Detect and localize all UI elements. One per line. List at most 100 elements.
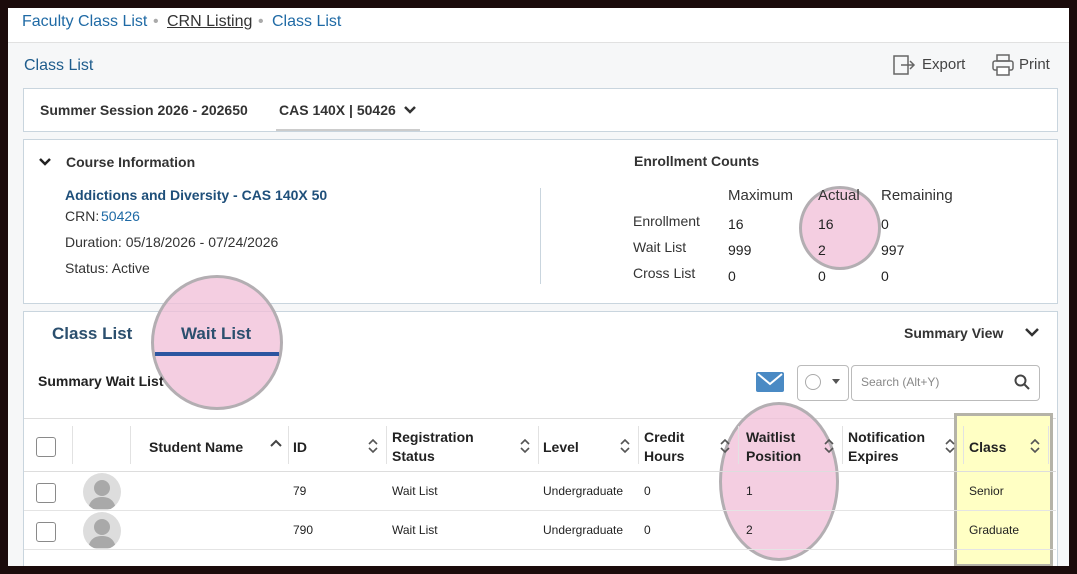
row-label: Enrollment bbox=[633, 213, 700, 229]
crn-label: CRN: bbox=[65, 208, 100, 224]
column-divider bbox=[738, 426, 739, 464]
cell: Wait List bbox=[392, 523, 438, 537]
collapse-icon[interactable] bbox=[38, 156, 52, 168]
column-divider bbox=[386, 426, 387, 464]
count: 999 bbox=[728, 242, 752, 258]
column-divider bbox=[538, 426, 539, 464]
highlight-circle bbox=[719, 402, 839, 561]
list-panel bbox=[23, 311, 1058, 566]
term: Summer Session 2026 - 202650 bbox=[40, 102, 248, 118]
breadcrumb-link[interactable]: CRN Listing bbox=[167, 13, 253, 30]
column-header[interactable]: Notification Expires bbox=[848, 429, 925, 464]
count: 0 bbox=[728, 268, 736, 284]
cell: 2 bbox=[746, 523, 753, 537]
column-header: Remaining bbox=[881, 187, 953, 204]
cell: Undergraduate bbox=[543, 523, 624, 537]
count: 0 bbox=[881, 216, 889, 232]
breadcrumb-current: Class List bbox=[272, 13, 342, 30]
count: 0 bbox=[818, 268, 826, 284]
row-divider bbox=[24, 471, 1056, 472]
dropdown-icon[interactable] bbox=[1024, 326, 1040, 340]
column-icon bbox=[805, 374, 821, 390]
sort-icon[interactable] bbox=[1030, 438, 1040, 456]
search-icon[interactable] bbox=[1014, 374, 1030, 390]
row-divider bbox=[24, 549, 1056, 550]
column-header[interactable]: Waitlist Position bbox=[746, 429, 802, 464]
column-divider bbox=[130, 426, 131, 464]
duration: Duration: 05/18/2026 - 07/24/2026 bbox=[65, 234, 279, 250]
cell: 0 bbox=[644, 523, 651, 537]
avatar bbox=[83, 512, 121, 550]
count: 16 bbox=[818, 216, 834, 232]
sort-icon[interactable] bbox=[824, 438, 834, 456]
column-header: Maximum bbox=[728, 187, 794, 204]
search-placeholder: Search (Alt+Y) bbox=[861, 375, 940, 389]
avatar bbox=[83, 473, 121, 511]
select-all-checkbox[interactable] bbox=[36, 437, 56, 457]
print-icon[interactable] bbox=[991, 53, 1015, 77]
highlight-box bbox=[954, 413, 1053, 566]
export-icon[interactable] bbox=[892, 54, 916, 76]
column-header[interactable]: Credit Hours bbox=[644, 429, 685, 464]
course-title[interactable]: Addictions and Diversity - CAS 140X 50 bbox=[65, 187, 328, 203]
cell: Undergraduate bbox=[543, 484, 624, 498]
email-icon[interactable] bbox=[755, 370, 785, 394]
count: 997 bbox=[881, 242, 905, 258]
column-divider bbox=[842, 426, 843, 464]
column-header[interactable]: Class bbox=[969, 439, 1007, 455]
row-label: Cross List bbox=[633, 265, 696, 281]
breadcrumb-separator: • bbox=[153, 13, 159, 30]
count: 16 bbox=[728, 216, 744, 232]
export-button[interactable]: Export bbox=[922, 56, 966, 73]
row-checkbox[interactable] bbox=[36, 522, 56, 542]
course-selector[interactable]: CAS 140X | 50426 bbox=[279, 102, 396, 118]
search-box[interactable] bbox=[851, 365, 1040, 401]
cell: 790 bbox=[293, 523, 314, 537]
breadcrumb-separator: • bbox=[258, 13, 264, 30]
sort-icon[interactable] bbox=[620, 438, 630, 456]
tab-active[interactable]: Wait List bbox=[181, 324, 252, 343]
column-header: Actual bbox=[818, 187, 860, 204]
cell: Graduate bbox=[969, 523, 1020, 537]
page-title: Class List bbox=[24, 57, 94, 74]
cell: Senior bbox=[969, 484, 1004, 498]
column-header[interactable]: Student Name bbox=[149, 439, 244, 455]
sort-icon[interactable] bbox=[270, 438, 282, 450]
sort-icon[interactable] bbox=[720, 438, 730, 456]
divider bbox=[540, 188, 541, 284]
status: Status: Active bbox=[65, 260, 150, 276]
column-divider bbox=[288, 426, 289, 464]
row-label: Wait List bbox=[633, 239, 687, 255]
breadcrumb-link[interactable]: Faculty Class List bbox=[22, 13, 148, 30]
dropdown-icon bbox=[832, 379, 840, 384]
table-top bbox=[24, 418, 1056, 419]
sort-icon[interactable] bbox=[945, 438, 955, 456]
column-divider bbox=[1048, 426, 1049, 464]
highlight-circle bbox=[151, 275, 283, 410]
column-divider bbox=[963, 426, 964, 464]
tab[interactable]: Class List bbox=[52, 324, 133, 343]
list-heading: Summary Wait List bbox=[38, 373, 164, 389]
column-header[interactable]: Registration Status bbox=[392, 429, 474, 464]
highlight-circle bbox=[799, 186, 881, 270]
cell: Wait List bbox=[392, 484, 438, 498]
count: 0 bbox=[881, 268, 889, 284]
row-checkbox[interactable] bbox=[36, 483, 56, 503]
row-divider bbox=[24, 510, 1056, 511]
breadcrumb-bar bbox=[8, 8, 1069, 43]
view-selector[interactable]: Summary View bbox=[904, 325, 1004, 341]
print-button[interactable]: Print bbox=[1019, 56, 1050, 73]
column-divider bbox=[72, 426, 73, 464]
tab-indicator bbox=[155, 352, 279, 356]
page: Faculty Class List • CRN Listing • Class… bbox=[8, 8, 1069, 566]
sort-icon[interactable] bbox=[520, 438, 530, 456]
crn-value[interactable]: 50426 bbox=[101, 208, 140, 224]
term-panel bbox=[23, 88, 1058, 132]
column-header[interactable]: Level bbox=[543, 439, 579, 455]
column-header[interactable]: ID bbox=[293, 439, 307, 455]
section-heading: Course Information bbox=[66, 154, 196, 170]
count: 2 bbox=[818, 242, 826, 258]
sort-icon[interactable] bbox=[368, 438, 378, 456]
dropdown-icon[interactable] bbox=[403, 104, 417, 116]
